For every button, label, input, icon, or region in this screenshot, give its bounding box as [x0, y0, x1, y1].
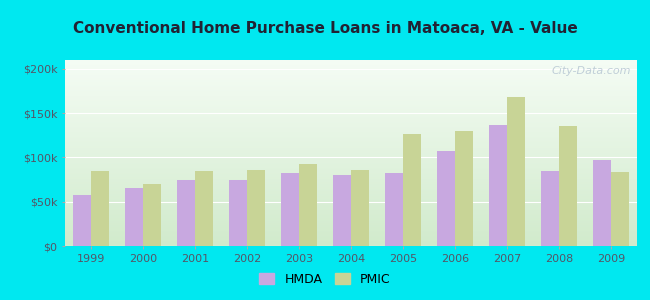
Bar — [455, 131, 473, 246]
Bar — [403, 134, 421, 246]
Bar — [559, 125, 577, 246]
Bar — [437, 151, 455, 246]
Bar — [541, 171, 559, 246]
Bar — [333, 175, 351, 246]
Text: Conventional Home Purchase Loans in Matoaca, VA - Value: Conventional Home Purchase Loans in Mato… — [73, 21, 577, 36]
Bar — [593, 160, 611, 246]
Bar — [125, 188, 143, 246]
Bar — [507, 97, 525, 246]
Bar — [385, 173, 403, 246]
Bar — [73, 195, 91, 246]
Text: City-Data.com: City-Data.com — [552, 66, 631, 76]
Bar — [299, 164, 317, 246]
Bar — [229, 180, 247, 246]
Bar — [281, 173, 299, 246]
Bar — [177, 181, 195, 246]
Bar — [489, 125, 507, 246]
Bar — [143, 184, 161, 246]
Bar — [195, 171, 213, 246]
Bar — [611, 172, 629, 246]
Bar — [247, 170, 265, 246]
Bar — [351, 170, 369, 246]
Bar — [91, 171, 109, 246]
Legend: HMDA, PMIC: HMDA, PMIC — [254, 268, 396, 291]
